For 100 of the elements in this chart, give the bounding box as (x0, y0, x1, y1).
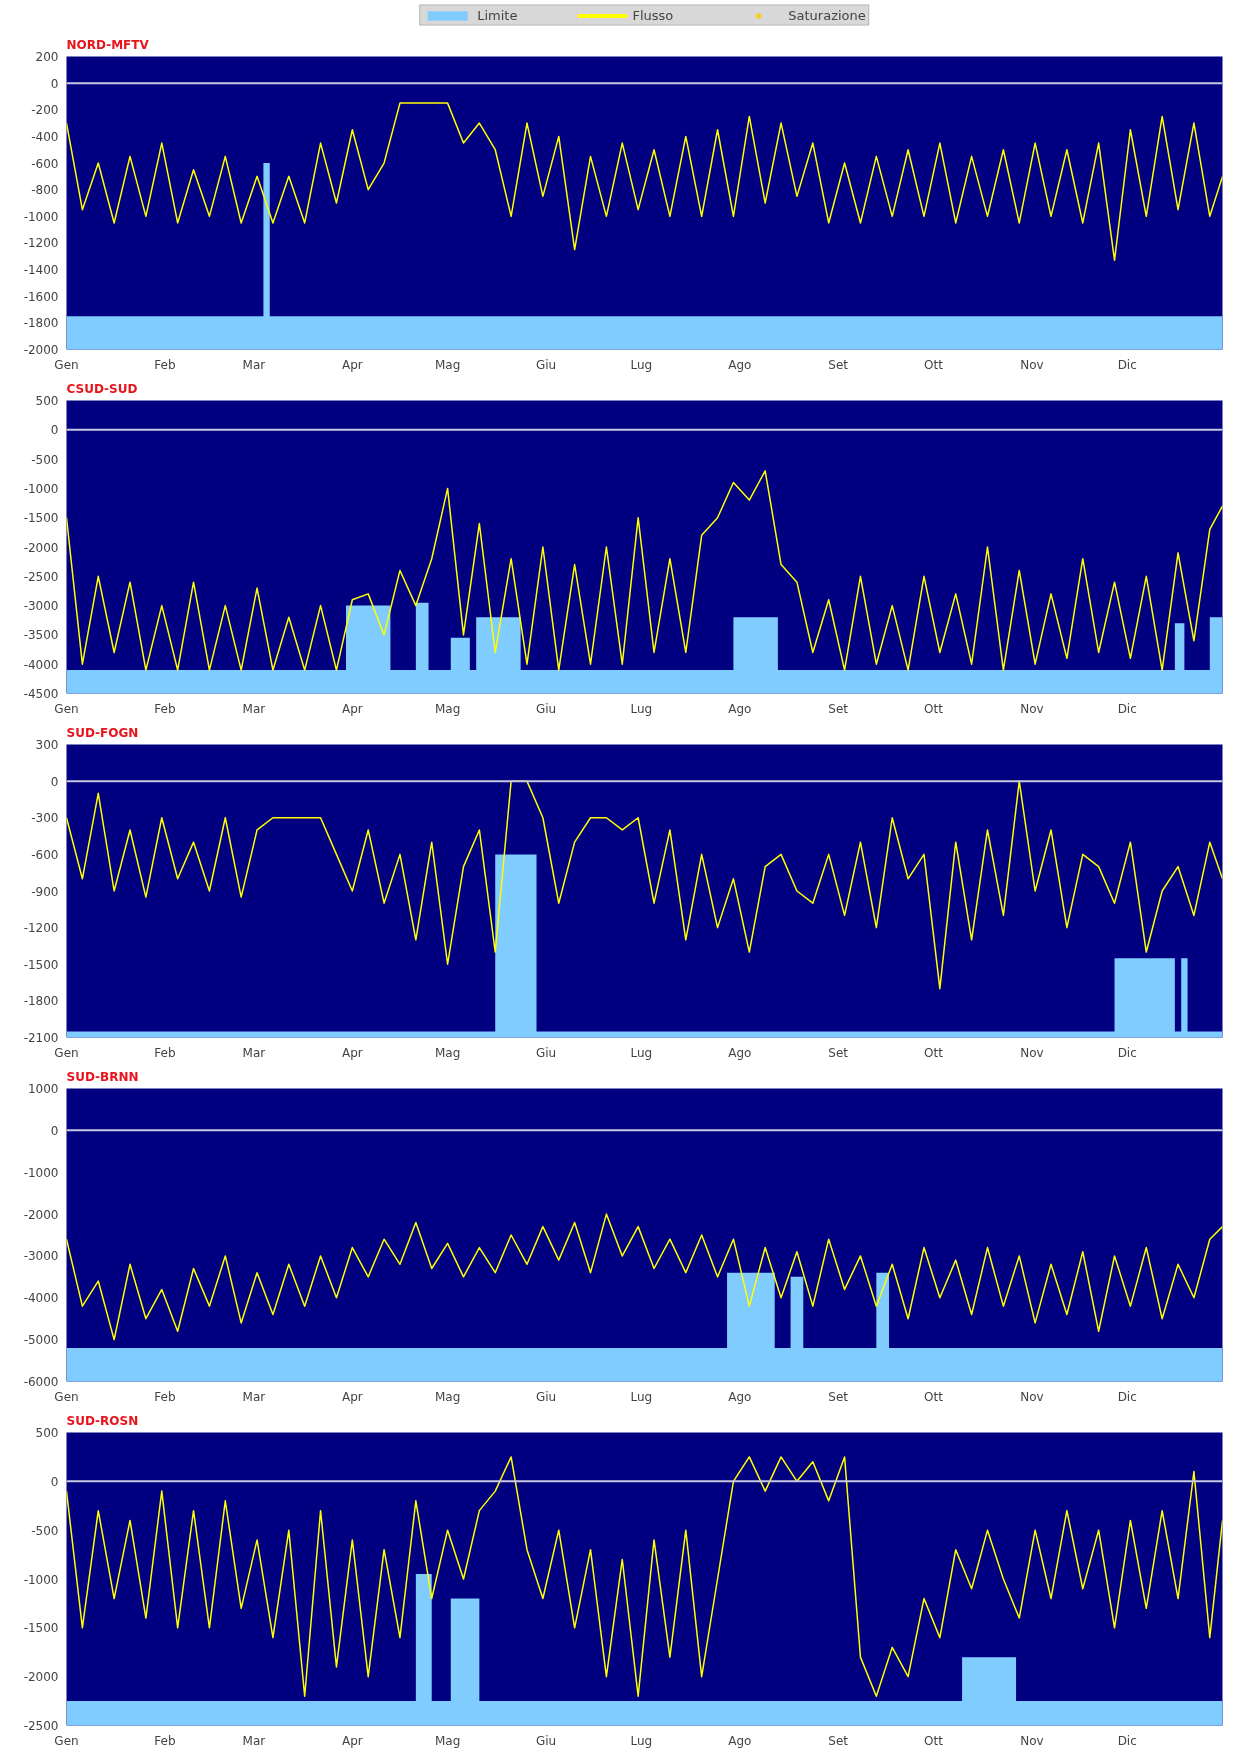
x-tick-label: Ago (728, 357, 752, 372)
x-tick-label: Lug (630, 357, 653, 372)
x-tick-label: Apr (341, 1389, 363, 1404)
y-tick-label: -600 (31, 847, 59, 862)
x-tick-label: Dic (1117, 1733, 1137, 1748)
x-tick-label: Lug (630, 1733, 653, 1748)
x-tick-label: Ott (924, 1733, 944, 1748)
y-tick-label: 0 (50, 774, 59, 789)
x-tick-label: Gen (54, 1389, 79, 1404)
x-tick-label: Mar (242, 357, 266, 372)
y-tick-label: -1500 (23, 957, 59, 972)
y-tick-label: -500 (31, 452, 59, 467)
x-tick-label: Giu (535, 357, 557, 372)
y-tick-label: 500 (35, 1426, 59, 1440)
y-tick-label: -1200 (23, 921, 59, 936)
x-tick-label: Set (828, 1389, 849, 1404)
x-tick-label: Dic (1117, 357, 1137, 372)
y-tick-label: -900 (31, 884, 59, 899)
y-tick-label: -4000 (23, 1291, 59, 1306)
y-tick-label: -6000 (23, 1375, 59, 1389)
y-tick-label: -4000 (23, 657, 59, 672)
x-tick-label: Giu (535, 1733, 557, 1748)
x-tick-label: Mag (434, 701, 461, 716)
x-tick-label: Mar (242, 1733, 266, 1748)
y-tick-label: 0 (50, 76, 59, 91)
chart-title: SUD-FOGN (66, 725, 139, 740)
x-tick-label: Feb (154, 357, 176, 372)
y-tick-label: -3000 (23, 1249, 59, 1264)
x-tick-label: Set (828, 1045, 849, 1060)
y-tick-label: 1000 (27, 1082, 59, 1096)
x-tick-label: Nov (1020, 701, 1044, 716)
y-tick-label: -4500 (23, 687, 59, 701)
x-tick-label: Nov (1020, 1389, 1044, 1404)
y-tick-label: -5000 (23, 1333, 59, 1348)
y-tick-label: -2500 (23, 569, 59, 584)
y-tick-label: -500 (31, 1523, 59, 1538)
y-tick-label: -1200 (23, 236, 59, 251)
x-tick-label: Nov (1020, 357, 1044, 372)
x-tick-label: Mar (242, 1045, 266, 1060)
x-tick-label: Lug (630, 1389, 653, 1404)
x-tick-label: Set (828, 357, 849, 372)
x-tick-label: Mar (242, 1389, 266, 1404)
x-tick-label: Gen (54, 357, 79, 372)
x-tick-label: Set (828, 1733, 849, 1748)
x-tick-label: Set (828, 701, 849, 716)
y-tick-label: -2500 (23, 1719, 59, 1733)
x-tick-label: Dic (1117, 1389, 1137, 1404)
y-tick-label: -2000 (23, 1670, 59, 1685)
x-tick-label: Giu (535, 1389, 557, 1404)
x-tick-label: Feb (154, 1389, 176, 1404)
legend-label: Flusso (632, 7, 674, 23)
x-tick-label: Giu (535, 1045, 557, 1060)
x-tick-label: Mag (434, 357, 461, 372)
x-tick-label: Mag (434, 1389, 461, 1404)
x-tick-label: Dic (1117, 701, 1137, 716)
y-tick-label: -1600 (23, 289, 59, 304)
x-tick-label: Giu (535, 701, 557, 716)
x-tick-label: Apr (341, 1045, 363, 1060)
y-tick-label: -800 (31, 183, 59, 198)
x-tick-label: Mag (434, 1045, 461, 1060)
y-tick-label: -1000 (23, 1572, 59, 1587)
x-tick-label: Gen (54, 1733, 79, 1748)
y-tick-label: -1500 (23, 1621, 59, 1636)
x-tick-label: Gen (54, 701, 79, 716)
y-tick-label: -1000 (23, 1165, 59, 1180)
y-tick-label: -400 (31, 129, 59, 144)
y-tick-label: -200 (31, 103, 59, 118)
legend-label: Limite (477, 7, 518, 23)
y-tick-label: -1800 (23, 994, 59, 1009)
y-tick-label: -1400 (23, 263, 59, 278)
x-tick-label: Feb (154, 701, 176, 716)
y-tick-label: -2000 (23, 540, 59, 555)
y-tick-label: -300 (31, 811, 59, 826)
y-tick-label: -2100 (23, 1031, 59, 1045)
legend-label: Saturazione (788, 7, 866, 23)
chart-title: CSUD-SUD (66, 381, 138, 396)
x-tick-label: Ago (728, 1733, 752, 1748)
y-tick-label: -1800 (23, 316, 59, 331)
y-tick-label: -1500 (23, 511, 59, 526)
x-tick-label: Nov (1020, 1045, 1044, 1060)
y-tick-label: 300 (35, 738, 59, 752)
x-tick-label: Mar (242, 701, 266, 716)
x-tick-label: Apr (341, 1733, 363, 1748)
x-tick-label: Feb (154, 1733, 176, 1748)
y-tick-label: -600 (31, 156, 59, 171)
x-tick-label: Feb (154, 1045, 176, 1060)
chart-title: NORD-MFTV (66, 37, 150, 52)
y-tick-label: -1000 (23, 209, 59, 224)
x-tick-label: Mag (434, 1733, 461, 1748)
y-tick-label: -3500 (23, 628, 59, 643)
x-tick-label: Ago (728, 1045, 752, 1060)
chart-title: SUD-BRNN (66, 1069, 139, 1084)
x-tick-label: Gen (54, 1045, 79, 1060)
x-tick-label: Ago (728, 701, 752, 716)
y-tick-label: -3000 (23, 599, 59, 614)
x-tick-label: Apr (341, 701, 363, 716)
y-tick-label: -2000 (23, 1207, 59, 1222)
x-tick-label: Lug (630, 701, 653, 716)
chart-title: SUD-ROSN (66, 1413, 139, 1428)
x-tick-label: Apr (341, 357, 363, 372)
